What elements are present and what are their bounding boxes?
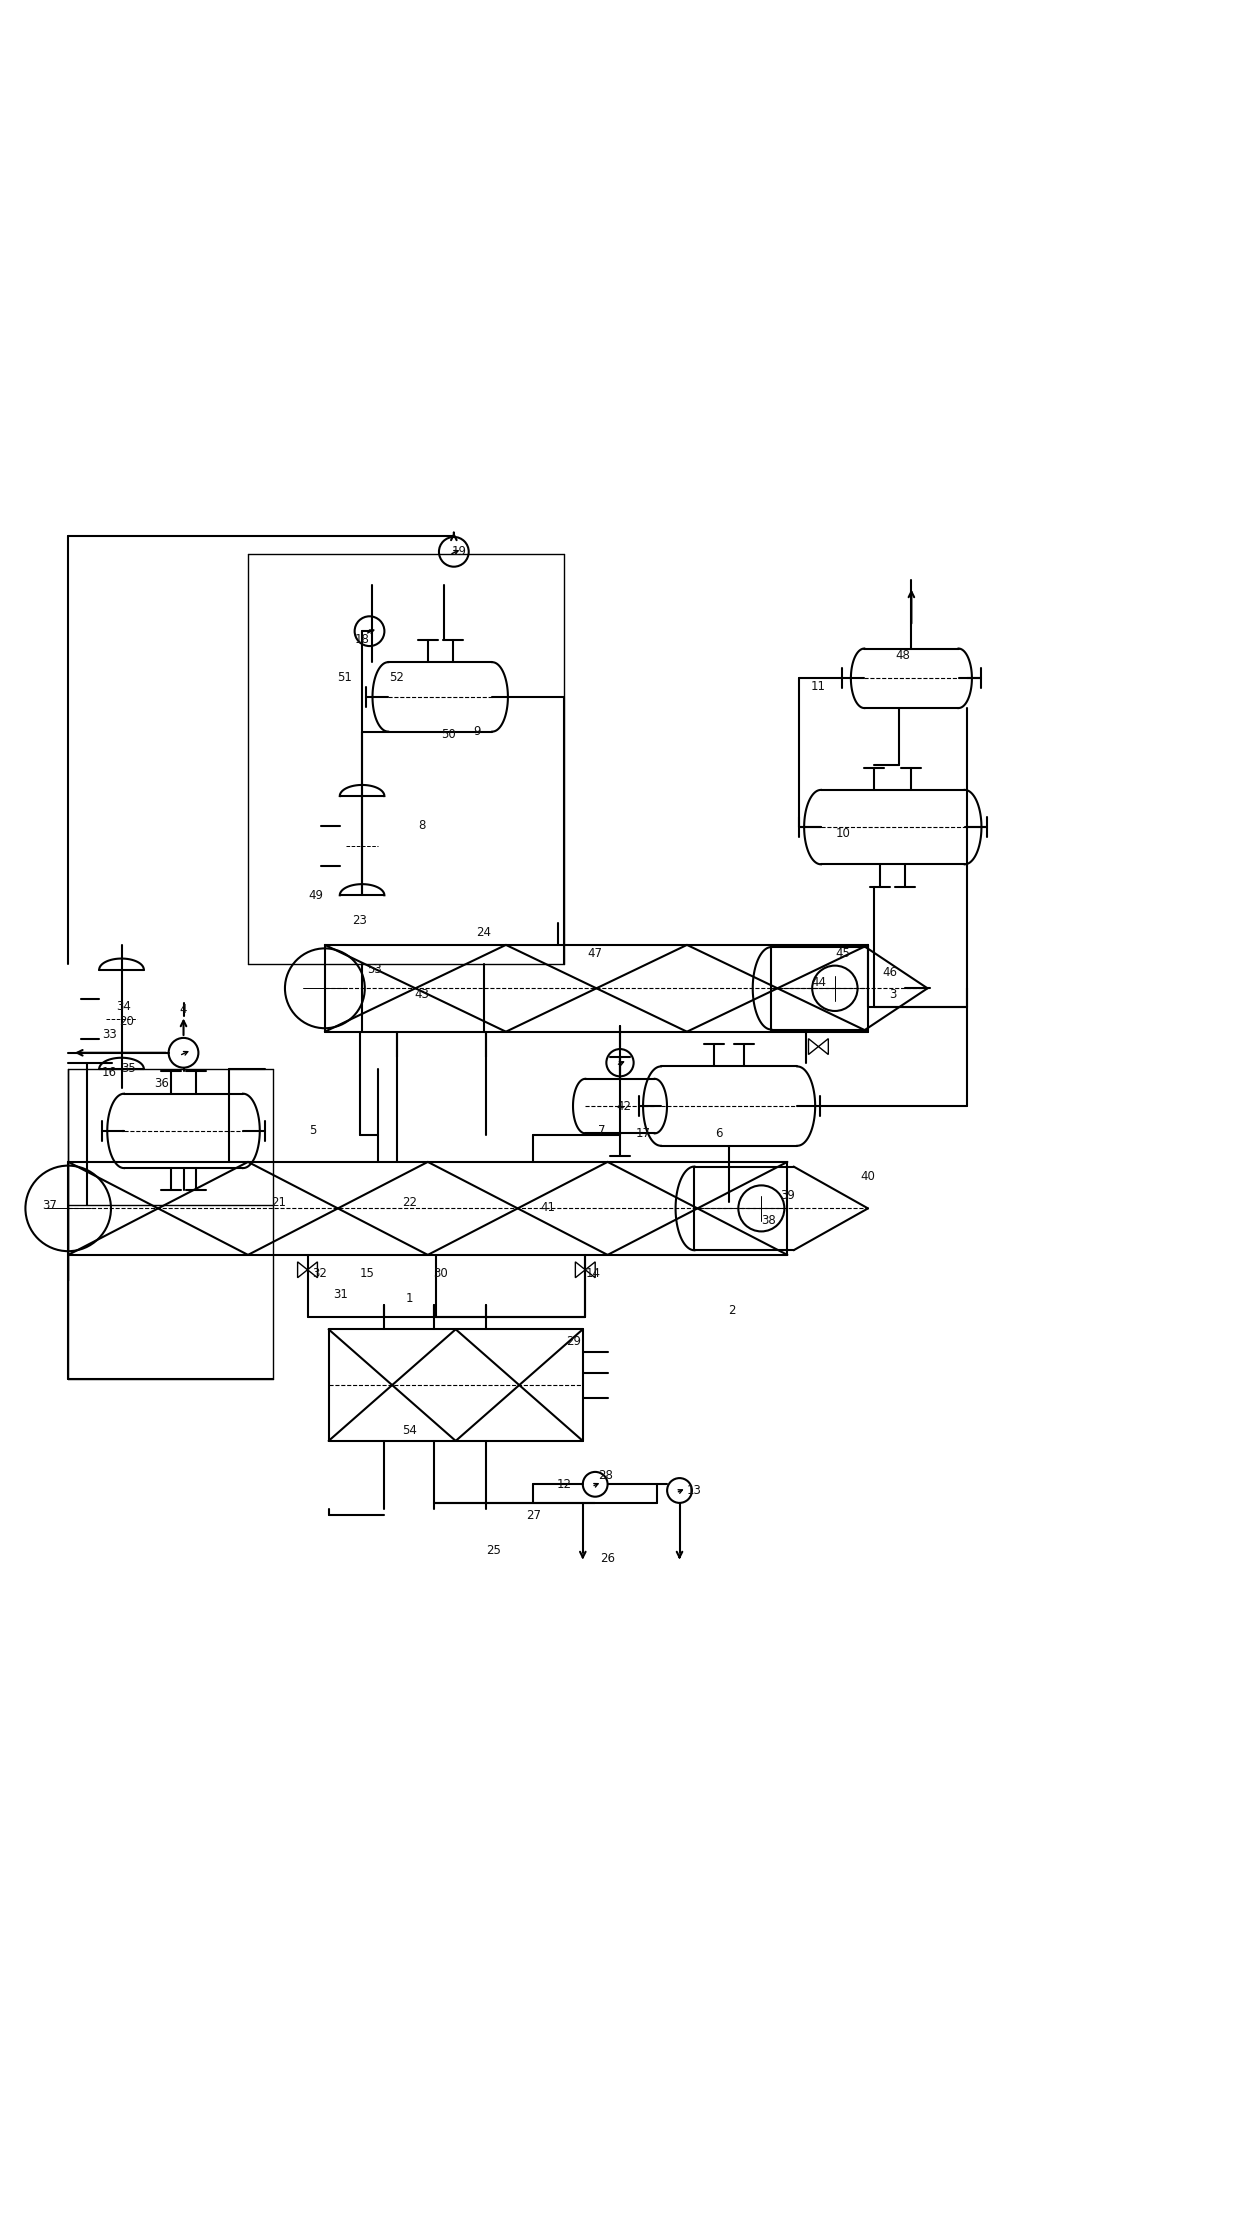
Text: 44: 44 [811, 975, 826, 989]
Text: 26: 26 [600, 1552, 615, 1566]
Text: 1: 1 [405, 1291, 413, 1304]
Text: 54: 54 [402, 1425, 417, 1438]
Text: 7: 7 [598, 1125, 605, 1136]
Text: 41: 41 [541, 1201, 556, 1215]
Text: 15: 15 [360, 1266, 374, 1280]
Polygon shape [298, 1262, 308, 1277]
Text: 13: 13 [687, 1483, 702, 1497]
Text: 19: 19 [451, 546, 466, 559]
Text: 17: 17 [636, 1127, 651, 1141]
Text: 40: 40 [861, 1170, 875, 1183]
Text: 51: 51 [337, 671, 352, 685]
Text: 38: 38 [761, 1215, 776, 1226]
Text: 3: 3 [889, 989, 897, 1000]
Text: 22: 22 [402, 1197, 417, 1210]
Text: 11: 11 [811, 680, 826, 693]
Text: 32: 32 [312, 1266, 327, 1280]
Text: 34: 34 [117, 1000, 131, 1013]
Text: 29: 29 [567, 1335, 582, 1349]
Text: 8: 8 [418, 819, 425, 832]
Text: 14: 14 [585, 1266, 600, 1280]
Text: 23: 23 [352, 913, 367, 926]
Text: 43: 43 [414, 989, 429, 1000]
Text: 28: 28 [598, 1470, 613, 1483]
Polygon shape [808, 1038, 818, 1054]
Text: 49: 49 [309, 888, 324, 902]
Polygon shape [575, 1262, 585, 1277]
Text: 42: 42 [616, 1101, 631, 1112]
Text: 4: 4 [180, 1002, 187, 1016]
Text: 53: 53 [367, 964, 382, 975]
Text: 47: 47 [588, 946, 603, 960]
Text: 21: 21 [272, 1197, 286, 1210]
Text: 9: 9 [474, 725, 481, 738]
Text: 12: 12 [557, 1479, 572, 1490]
Text: 20: 20 [119, 1016, 134, 1029]
Text: 16: 16 [102, 1067, 117, 1078]
Text: 10: 10 [836, 828, 851, 839]
Text: 35: 35 [122, 1063, 136, 1076]
Text: 39: 39 [780, 1188, 795, 1201]
Text: 27: 27 [526, 1508, 541, 1521]
Text: 6: 6 [715, 1127, 723, 1141]
Text: 18: 18 [355, 633, 370, 646]
Text: 31: 31 [334, 1289, 348, 1302]
Text: 30: 30 [433, 1266, 448, 1280]
Text: 48: 48 [895, 649, 910, 662]
Polygon shape [308, 1262, 317, 1277]
Text: 45: 45 [836, 946, 851, 960]
Text: 5: 5 [309, 1125, 316, 1136]
Text: 50: 50 [441, 727, 456, 740]
Polygon shape [585, 1262, 595, 1277]
Text: 2: 2 [728, 1304, 735, 1318]
Text: 37: 37 [42, 1199, 57, 1212]
Text: 36: 36 [154, 1078, 169, 1089]
Text: 52: 52 [389, 671, 404, 685]
Polygon shape [818, 1038, 828, 1054]
Text: 33: 33 [102, 1027, 117, 1040]
Text: 24: 24 [476, 926, 491, 940]
Text: 46: 46 [883, 966, 898, 978]
Text: 25: 25 [486, 1544, 501, 1557]
